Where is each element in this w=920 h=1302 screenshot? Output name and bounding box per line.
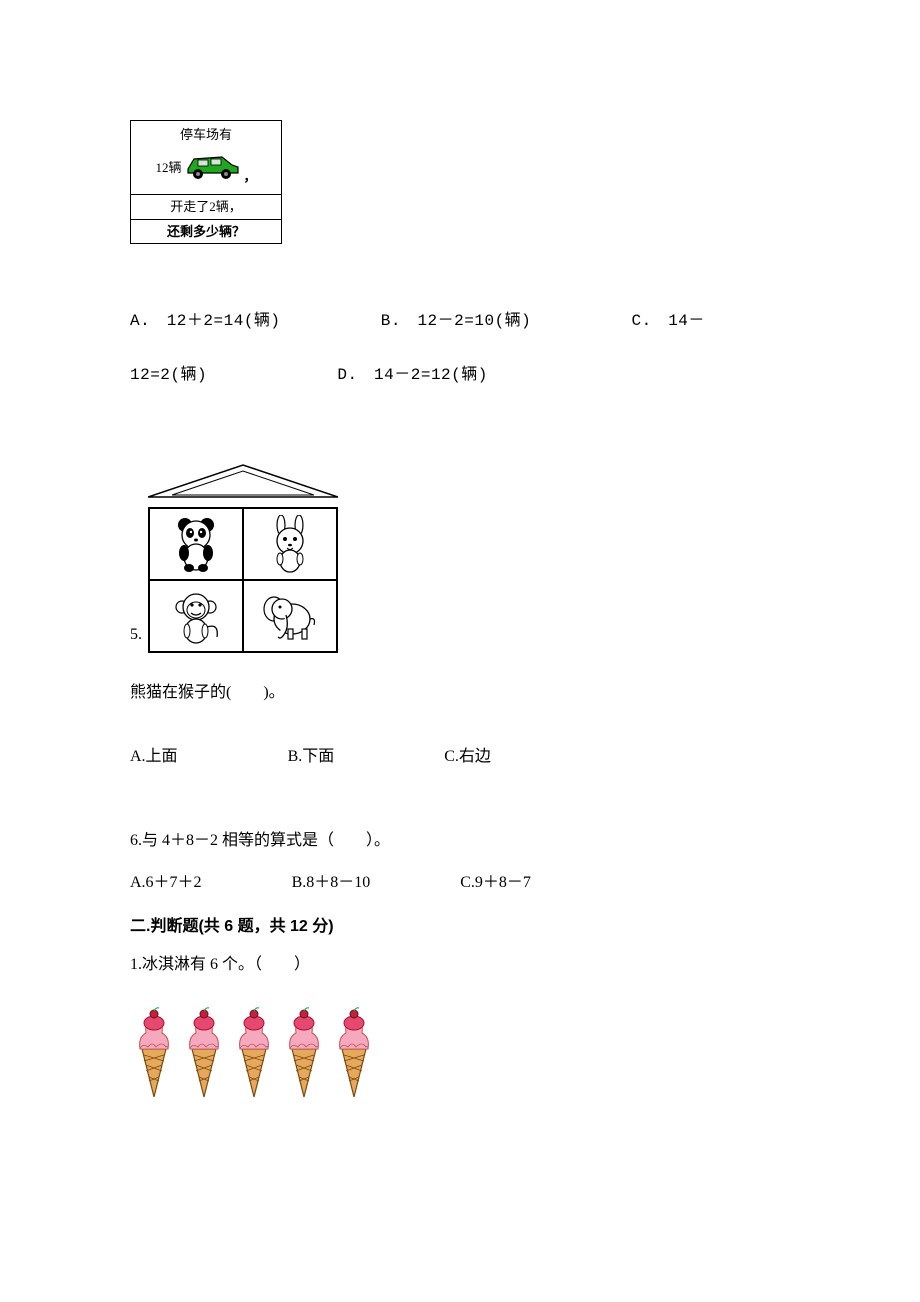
ice-cream-icon bbox=[330, 1007, 378, 1107]
q5-option-a: A.上面 bbox=[130, 745, 178, 769]
q6-options: A.6＋7＋2 B.8＋8－10 C.9＋8－7 bbox=[130, 871, 790, 895]
q6-option-a: A.6＋7＋2 bbox=[130, 871, 202, 895]
q4-option-d: D. 14－2=12(辆) bbox=[337, 366, 488, 384]
cell-elephant bbox=[243, 580, 337, 652]
ice-cream-row bbox=[130, 1007, 790, 1107]
problem-line4: 还剩多少辆？ bbox=[131, 220, 281, 244]
rabbit-icon bbox=[263, 515, 317, 573]
monkey-icon bbox=[169, 587, 223, 645]
q5-options: A.上面 B.下面 C.右边 bbox=[130, 745, 790, 769]
cell-monkey bbox=[149, 580, 243, 652]
q5-label: 5. bbox=[130, 623, 142, 653]
q6-option-c: C.9＋8－7 bbox=[460, 871, 531, 895]
q4-option-b: B. 12－2=10(辆) bbox=[381, 312, 532, 330]
q4-option-a: A. 12＋2=14(辆) bbox=[130, 312, 281, 330]
house-diagram bbox=[148, 463, 338, 653]
tf1-question: 1.冰淇淋有 6 个。（ ） bbox=[130, 953, 790, 977]
count-label: 12辆 bbox=[155, 158, 181, 178]
elephant-icon bbox=[260, 589, 320, 643]
ice-cream-icon bbox=[280, 1007, 328, 1107]
q5-option-b: B.下面 bbox=[288, 745, 335, 769]
parking-problem-box: 停车场有 12辆 ， 开走了2辆， 还剩多少辆？ bbox=[130, 120, 282, 244]
q5-option-c: C.右边 bbox=[444, 745, 491, 769]
ice-cream-icon bbox=[230, 1007, 278, 1107]
panda-icon bbox=[169, 515, 223, 573]
problem-line2: 12辆 ， bbox=[131, 145, 281, 195]
house-grid bbox=[148, 507, 338, 653]
q6-option-b: B.8＋8－10 bbox=[292, 871, 371, 895]
q5-row: 5. bbox=[130, 463, 790, 653]
q5-question: 熊猫在猴子的( )。 bbox=[130, 681, 790, 705]
cell-rabbit bbox=[243, 508, 337, 580]
cell-panda bbox=[149, 508, 243, 580]
q4-options: A. 12＋2=14(辆) B. 12－2=10(辆) C. 14－ 12=2(… bbox=[130, 294, 790, 403]
car-icon bbox=[182, 149, 244, 187]
q4-option-c: C. 14－ bbox=[632, 312, 705, 330]
problem-line3: 开走了2辆， bbox=[131, 195, 281, 219]
ice-cream-icon bbox=[180, 1007, 228, 1107]
q4-option-c-cont: 12=2(辆) bbox=[130, 366, 207, 384]
roof-icon bbox=[148, 463, 338, 499]
comma: ， bbox=[244, 167, 257, 187]
q6-question: 6.与 4＋8－2 相等的算式是（ ）。 bbox=[130, 829, 790, 853]
problem-line1: 停车场有 bbox=[131, 121, 281, 145]
page: 停车场有 12辆 ， 开走了2辆， 还剩多少辆？ A. 12＋2=14(辆) bbox=[0, 0, 920, 1167]
ice-cream-icon bbox=[130, 1007, 178, 1107]
section-2-title: 二.判断题(共 6 题，共 12 分) bbox=[130, 915, 790, 939]
